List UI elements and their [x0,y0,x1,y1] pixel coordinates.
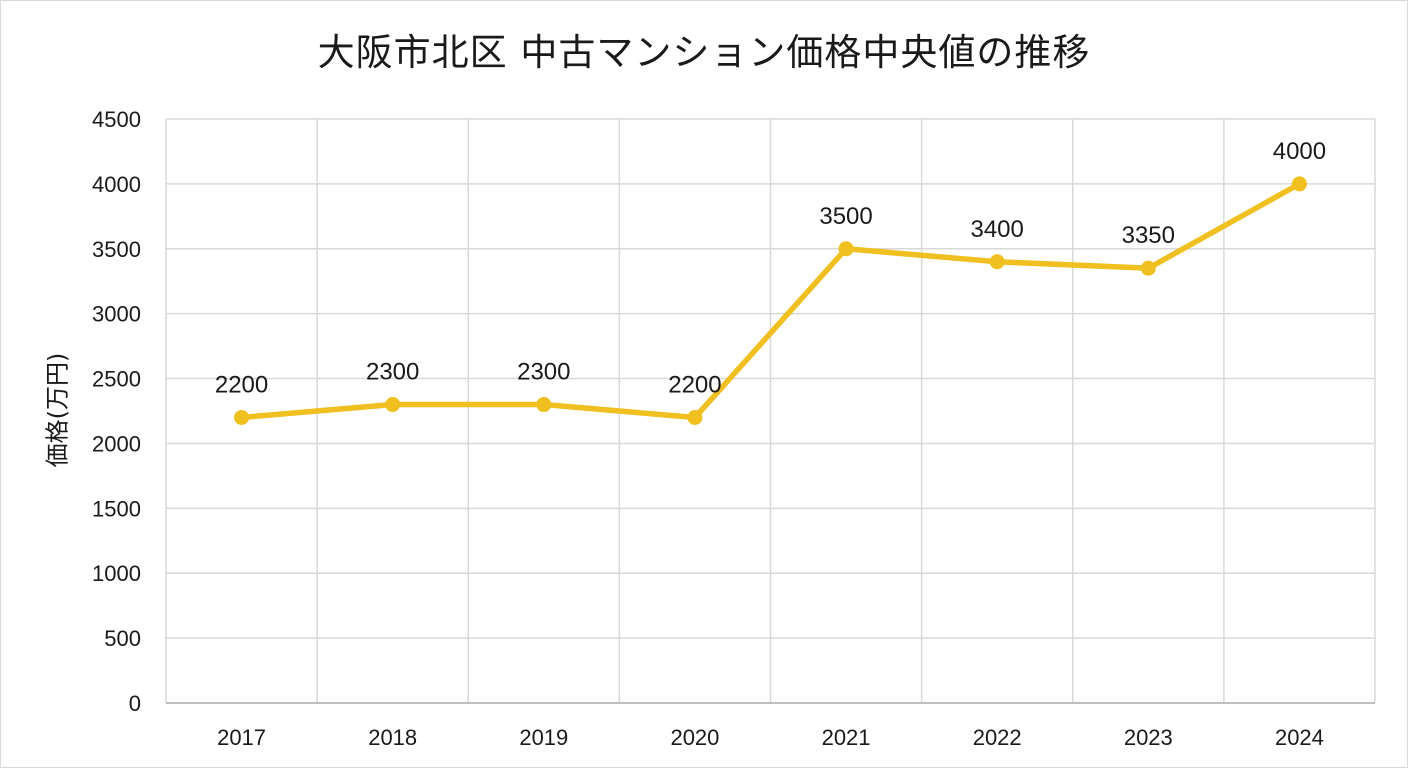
x-tick-label: 2023 [1124,725,1173,750]
y-tick-label: 4000 [92,172,141,197]
data-label: 3350 [1122,222,1175,249]
data-point [1291,176,1307,192]
x-tick-label: 2019 [519,725,568,750]
series-line [238,181,1303,421]
y-tick-label: 4500 [92,107,141,132]
gridlines [165,118,1376,703]
y-tick-label: 1000 [92,561,141,586]
data-point [838,241,854,257]
data-point [234,409,250,425]
y-tick-label: 2500 [92,367,141,392]
x-tick-labels: 2017 2018 2019 2020 2021 2022 2023 2024 [217,725,1324,750]
data-label: 2300 [517,359,570,386]
x-tick-label: 2022 [973,725,1022,750]
x-tick-label: 2018 [368,725,417,750]
y-tick-label: 2000 [92,431,141,456]
y-tick-label: 1500 [92,496,141,521]
series-line [238,181,1303,421]
data-points [234,176,1307,425]
y-tick-label: 0 [129,691,141,716]
data-label: 3400 [970,216,1023,243]
data-label: 2200 [215,371,268,398]
data-labels: 2200 2300 2300 2200 3500 3400 3350 4000 [215,138,1326,399]
y-tick-label: 3500 [92,237,141,262]
data-label: 2300 [366,359,419,386]
data-point [536,397,552,413]
data-point [687,409,703,425]
data-point [989,254,1005,270]
data-label: 2200 [668,371,721,398]
y-tick-label: 3000 [92,302,141,327]
x-tick-label: 2024 [1275,725,1324,750]
data-label: 3500 [819,203,872,230]
data-point [1140,260,1156,276]
y-tick-label: 500 [104,626,141,651]
x-tick-label: 2021 [822,725,871,750]
data-point [385,397,401,413]
x-tick-label: 2017 [217,725,266,750]
data-label: 4000 [1273,138,1326,165]
chart-title: 大阪市北区 中古マンション価格中央値の推移 [317,31,1091,74]
x-tick-label: 2020 [670,725,719,750]
y-tick-labels: 0 500 1000 1500 2000 2500 3000 3500 4000 4500 [92,107,141,716]
